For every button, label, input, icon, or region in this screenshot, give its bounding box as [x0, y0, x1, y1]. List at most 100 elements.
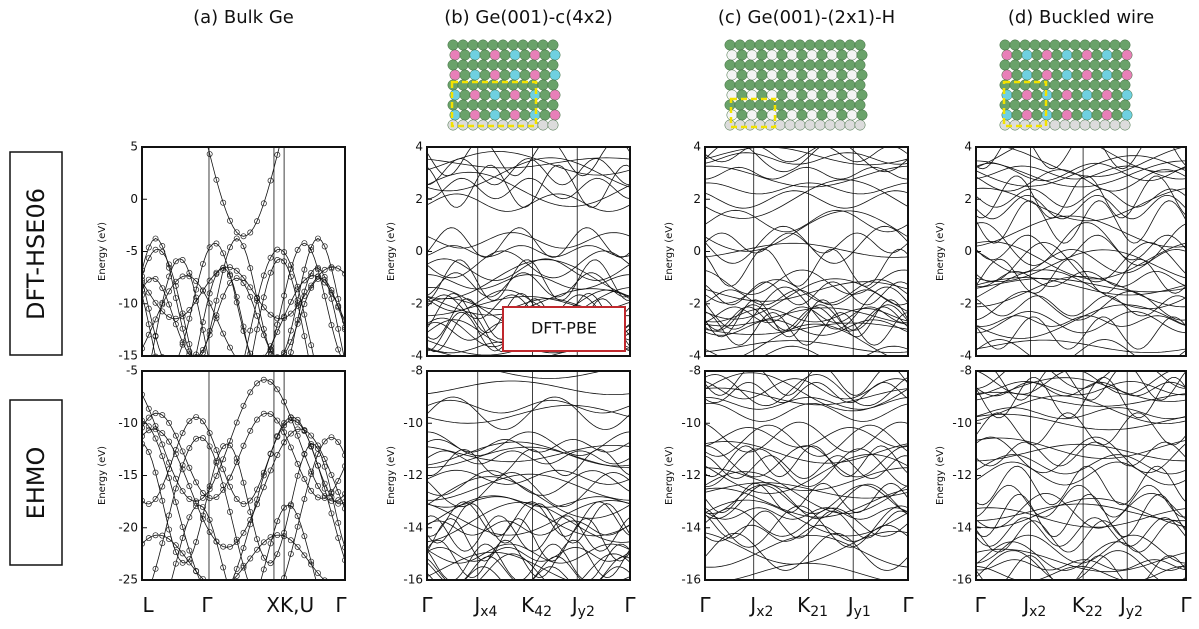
band-point [220, 330, 227, 337]
band-point [186, 273, 193, 280]
band-point [287, 327, 294, 334]
band-point [267, 560, 274, 567]
atom [776, 89, 788, 101]
band-line [705, 299, 908, 338]
band-point [173, 359, 178, 364]
atom [1079, 99, 1091, 111]
atom [1051, 69, 1063, 81]
band-point [254, 297, 260, 304]
band-point [221, 411, 226, 416]
band-line [705, 445, 908, 478]
band-point [179, 466, 186, 473]
band-line [142, 277, 345, 356]
band-point [179, 559, 186, 566]
band-line [976, 147, 1186, 173]
atom [844, 119, 856, 131]
band-line [427, 448, 630, 477]
atom [467, 59, 479, 71]
band-point [152, 246, 159, 253]
atom [806, 109, 818, 121]
band-point [166, 288, 173, 295]
atom [497, 59, 509, 71]
band-point [213, 472, 220, 479]
band-point [308, 487, 315, 494]
band-point [274, 321, 281, 328]
atom [999, 59, 1011, 71]
band-point [233, 229, 240, 236]
atom [1111, 69, 1123, 81]
band-point [240, 274, 247, 281]
band-point [166, 364, 171, 369]
atom [1091, 109, 1103, 121]
atom [766, 69, 778, 81]
atom [1071, 89, 1083, 101]
y-axis-label: Energy (eV) [386, 446, 397, 505]
atom [1031, 49, 1043, 61]
atom [1011, 109, 1023, 121]
band-point [159, 540, 166, 547]
atom [846, 109, 858, 121]
x-tick-main: Γ [335, 593, 347, 617]
band-point [308, 273, 315, 279]
band-point [267, 177, 274, 184]
atom [447, 39, 459, 51]
atom [736, 109, 748, 121]
band-point [227, 344, 233, 351]
band-point [193, 479, 200, 486]
band-line [427, 399, 630, 414]
band-line [705, 312, 908, 346]
atom [736, 49, 748, 61]
band-point [199, 504, 206, 511]
band-point [173, 410, 178, 415]
band-point [199, 494, 206, 501]
band-point [206, 328, 213, 334]
band-point [179, 273, 186, 280]
band-point [254, 380, 260, 387]
band-point [240, 562, 247, 569]
band-point [159, 301, 166, 308]
band-line [976, 565, 1186, 580]
atom [549, 89, 561, 101]
band-point [336, 584, 341, 589]
band-point [240, 233, 247, 240]
row-label-box [9, 399, 63, 566]
band-point [233, 496, 240, 503]
atom [507, 39, 519, 51]
band-line [976, 295, 1186, 317]
band-point [166, 586, 171, 591]
atom [854, 39, 866, 51]
band-line [427, 446, 630, 469]
band-point [254, 536, 260, 543]
band-point [301, 240, 308, 247]
atom [547, 39, 559, 51]
atom [549, 109, 561, 121]
atom [796, 49, 808, 61]
band-line [705, 482, 908, 514]
atom [794, 59, 806, 71]
band-point [328, 289, 335, 296]
band-point [335, 497, 342, 504]
band-point [241, 391, 246, 396]
band-point [322, 604, 327, 609]
band-point [152, 469, 159, 476]
band-line [976, 215, 1186, 248]
band-point [241, 359, 246, 364]
atom [477, 59, 489, 71]
band-point [166, 526, 173, 533]
band-point [179, 448, 186, 455]
atom [509, 109, 521, 121]
y-tick-label: -8 [689, 364, 701, 378]
band-point [274, 386, 281, 393]
y-tick-label: -10 [681, 416, 701, 430]
band-point [308, 442, 315, 449]
atom [844, 99, 856, 111]
band-point [233, 455, 240, 462]
band-line [705, 524, 908, 542]
band-line [705, 147, 908, 173]
atom [1051, 109, 1063, 121]
atom [816, 89, 828, 101]
band-point [335, 519, 342, 526]
band-point [186, 418, 193, 425]
atom [499, 109, 511, 121]
band-line [427, 177, 630, 200]
